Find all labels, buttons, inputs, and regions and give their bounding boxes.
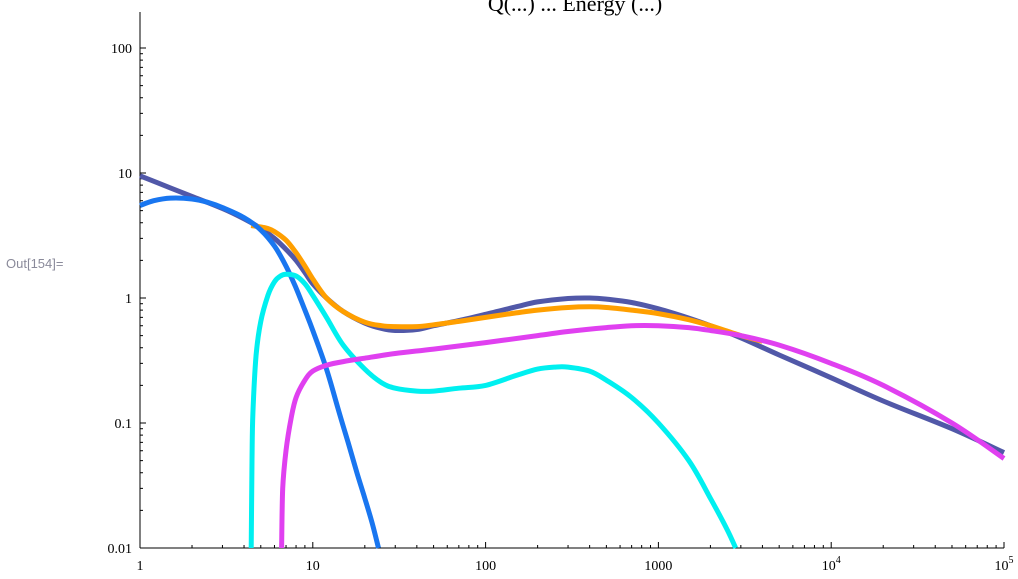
- x-tick-label-exponent: 5: [1009, 555, 1014, 566]
- cell-output-label: Out[154]=: [6, 256, 64, 271]
- y-tick-label: 10: [118, 167, 132, 182]
- y-tick-label: 0.1: [115, 417, 133, 432]
- x-tick-label: 105: [995, 555, 1014, 574]
- x-tick-label-base: 10: [822, 559, 836, 574]
- y-tick-label: 100: [111, 42, 132, 57]
- x-tick-label: 1: [137, 559, 144, 574]
- y-tick-label: 0.01: [108, 542, 133, 557]
- series-line-1: [139, 173, 1006, 455]
- series-line-3: [139, 195, 381, 549]
- series-layer: [139, 173, 1006, 550]
- x-tick-label-base: 100: [475, 559, 496, 574]
- x-tick-label-base: 1000: [644, 559, 672, 574]
- y-tick-label: 1: [125, 292, 132, 307]
- x-tick-label: 10: [306, 559, 320, 574]
- x-tick-label-base: 1: [137, 559, 144, 574]
- x-tick-label-exponent: 4: [836, 555, 841, 566]
- series-line-5: [279, 322, 1006, 549]
- x-tick-label: 104: [822, 555, 841, 574]
- x-tick-label-base: 10: [306, 559, 320, 574]
- series-line-2: [250, 223, 764, 344]
- chart-title: Q(...) ... Energy (...): [488, 0, 662, 16]
- series-line-4: [248, 271, 738, 550]
- x-tick-label: 100: [475, 559, 496, 574]
- x-tick-label: 1000: [644, 559, 672, 574]
- x-tick-label-base: 10: [995, 559, 1009, 574]
